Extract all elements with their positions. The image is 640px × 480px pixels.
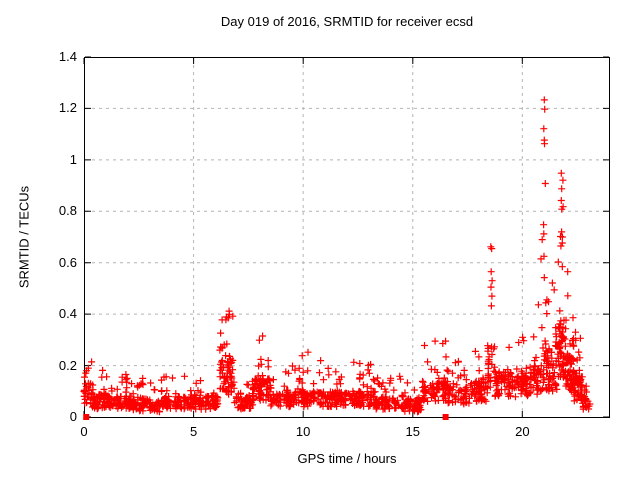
x-axis-label: GPS time / hours — [297, 451, 397, 466]
x-tick-label: 0 — [80, 424, 88, 439]
y-tick-label: 0.4 — [58, 306, 77, 322]
y-tick-label: 0.8 — [58, 203, 77, 219]
y-tick-label: 1.4 — [58, 49, 77, 64]
y-axis-label: SRMTID / TECUs — [16, 185, 32, 289]
zero-square-marker — [83, 414, 90, 420]
y-tick-label: 1 — [69, 151, 77, 167]
srmtid-points — [80, 96, 594, 416]
y-tick-label: 1.2 — [58, 100, 77, 116]
x-tick-label: 20 — [515, 424, 530, 439]
y-tick-label: 0.6 — [58, 254, 77, 270]
x-tick-label: 10 — [295, 424, 311, 439]
chart-title: Day 019 of 2016, SRMTID for receiver ecs… — [220, 14, 474, 29]
zero-square-marker — [442, 414, 449, 420]
y-tick-label: 0 — [69, 409, 77, 424]
y-tick-label: 0.2 — [58, 357, 77, 373]
x-tick-label: 5 — [189, 424, 198, 439]
x-tick-label: 15 — [405, 424, 420, 439]
